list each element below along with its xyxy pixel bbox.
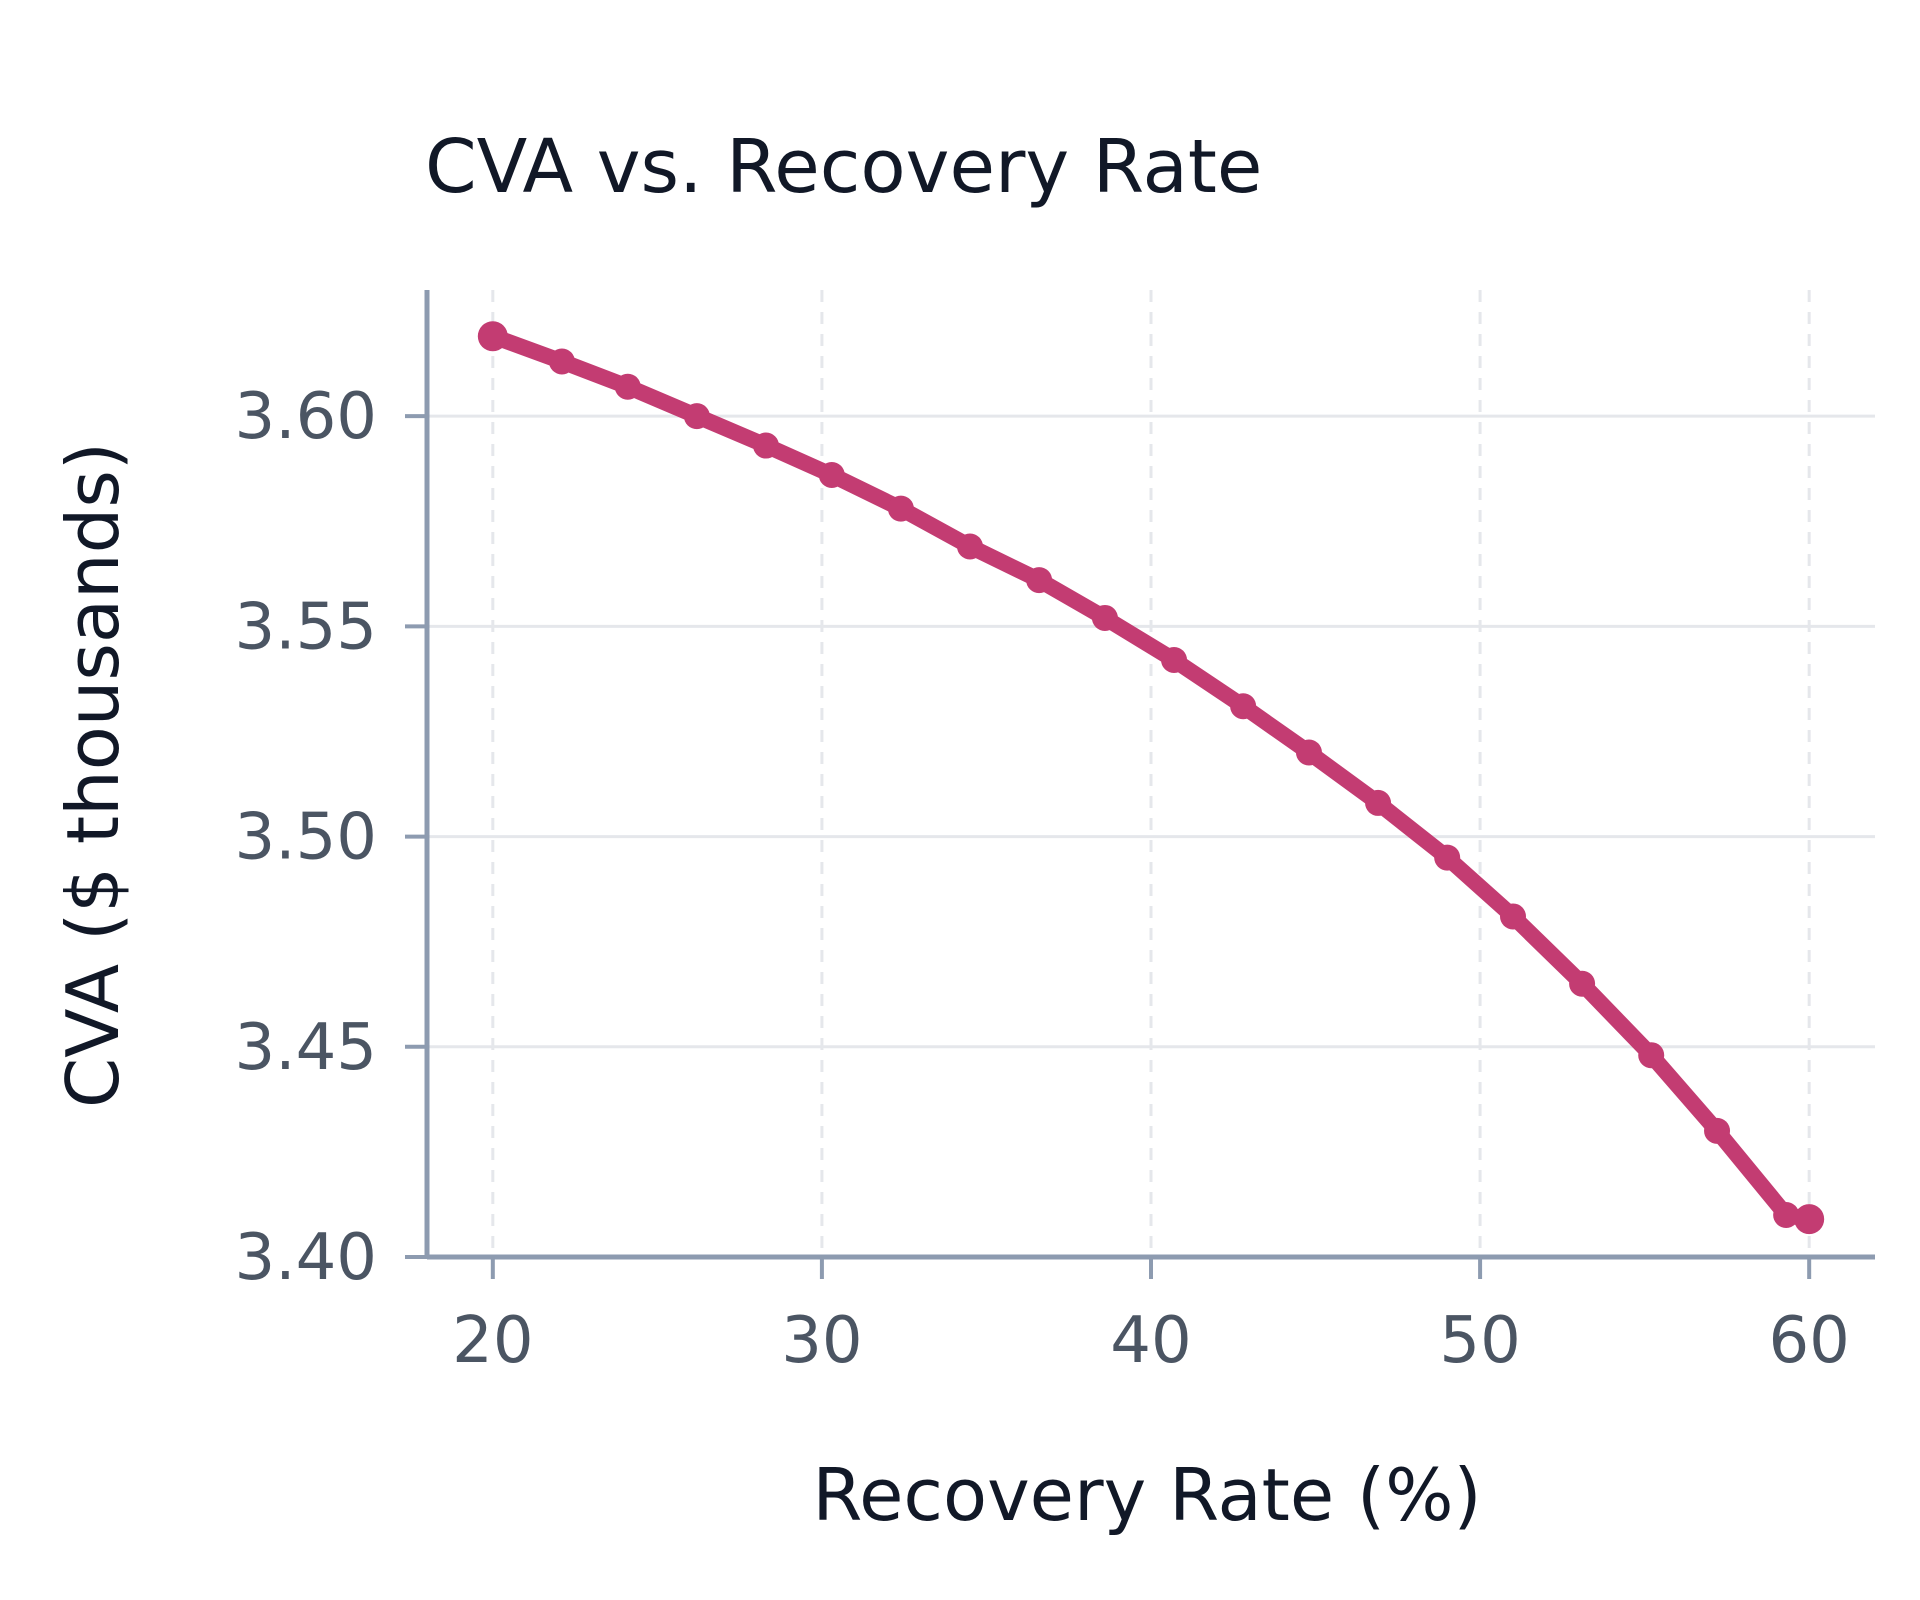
data-point [1638, 1042, 1665, 1069]
data-point [1794, 1204, 1825, 1235]
data-point [1295, 739, 1322, 766]
data-point [752, 432, 779, 459]
x-tick-label: 30 [781, 1304, 862, 1378]
data-point [1704, 1117, 1731, 1144]
data-point [1091, 604, 1118, 631]
y-tick-label: 3.55 [235, 590, 378, 664]
data-point [1230, 693, 1257, 720]
y-axis-label: CVA ($ thousands) [51, 442, 135, 1108]
grid [427, 290, 1875, 1257]
data-point [477, 321, 508, 352]
y-tick-label: 3.60 [235, 380, 378, 454]
data-point [548, 348, 575, 375]
data-point [1773, 1201, 1800, 1228]
x-axis-label: Recovery Rate (%) [812, 1453, 1481, 1537]
y-tick-label: 3.45 [235, 1011, 378, 1085]
data-point [1365, 789, 1392, 816]
data-point [818, 461, 845, 488]
data-point [1569, 970, 1596, 997]
data-point [1026, 567, 1053, 594]
series-layer [477, 321, 1825, 1235]
x-tick-label: 20 [452, 1304, 533, 1378]
ticks: 3.40 3.45 3.50 3.55 3.60 20 30 40 50 60 [235, 380, 1850, 1378]
x-tick-label: 50 [1439, 1304, 1520, 1378]
data-point [614, 373, 641, 400]
data-point [683, 403, 710, 430]
data-point [957, 533, 983, 560]
data-point [1161, 646, 1188, 673]
data-point [1500, 903, 1526, 930]
data-point [887, 495, 914, 522]
data-point [1434, 844, 1461, 871]
y-tick-label: 3.50 [235, 801, 378, 875]
y-tick-label: 3.40 [235, 1221, 378, 1295]
chart-title: CVA vs. Recovery Rate [425, 124, 1262, 210]
x-tick-label: 60 [1768, 1304, 1849, 1378]
x-tick-label: 40 [1110, 1304, 1191, 1378]
